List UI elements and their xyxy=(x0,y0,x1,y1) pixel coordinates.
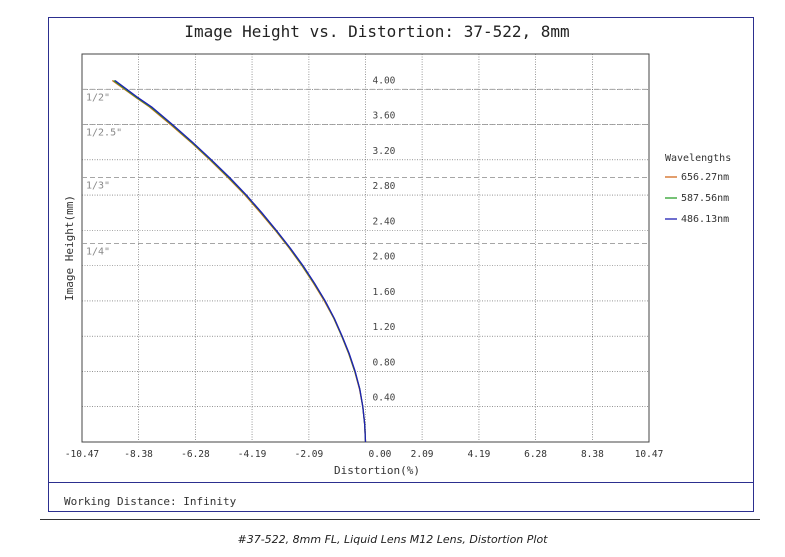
grid xyxy=(82,54,649,442)
y-tick-label: 2.40 xyxy=(373,216,396,227)
x-tick-label: -2.09 xyxy=(295,449,324,460)
legend-entry-label: 656.27nm xyxy=(681,172,729,183)
x-tick-label: -10.47 xyxy=(65,449,99,460)
figure-caption: #37-522, 8mm FL, Liquid Lens M12 Lens, D… xyxy=(237,533,548,546)
y-axis-title: Image Height(mm) xyxy=(63,195,76,301)
sensor-format-label: 1/4" xyxy=(86,247,110,258)
y-tick-label: 3.20 xyxy=(373,146,396,157)
sensor-format-label: 1/3" xyxy=(86,180,110,191)
x-tick-label: -4.19 xyxy=(238,449,267,460)
sensor-format-label: 1/2.5" xyxy=(86,128,122,139)
x-axis-title: Distortion(%) xyxy=(334,464,420,477)
y-tick-labels: 0.40 0.80 1.20 1.60 2.00 2.40 2.80 3.20 3.60 4.00 xyxy=(373,75,396,403)
legend-title: Wavelengths xyxy=(665,153,731,164)
series-line xyxy=(111,79,367,443)
y-tick-label: 2.00 xyxy=(373,252,396,263)
series-line xyxy=(113,79,367,443)
sensor-format-label: 1/2" xyxy=(86,92,110,103)
y-tick-label: 0.80 xyxy=(373,357,396,368)
y-tick-label: 0.40 xyxy=(373,393,396,404)
y-tick-label: 2.80 xyxy=(373,181,396,192)
x-tick-label: 2.09 xyxy=(411,449,434,460)
footer-divider xyxy=(48,482,754,483)
series-line xyxy=(114,79,367,443)
x-tick-label: -6.28 xyxy=(181,449,210,460)
y-tick-label: 4.00 xyxy=(373,75,396,86)
legend-entry-label: 587.56nm xyxy=(681,193,729,204)
x-tick-label: -8.38 xyxy=(124,449,153,460)
x-tick-label: 0.00 xyxy=(369,449,392,460)
legend: Wavelengths 656.27nm 587.56nm 486.13nm xyxy=(665,153,731,225)
legend-entry-label: 486.13nm xyxy=(681,214,729,225)
y-tick-label: 3.60 xyxy=(373,111,396,122)
x-tick-label: 6.28 xyxy=(524,449,547,460)
y-tick-label: 1.20 xyxy=(373,322,396,333)
sensor-format-markers: 1/2" 1/2.5" 1/3" 1/4" xyxy=(82,88,649,258)
working-distance-label: Working Distance: Infinity xyxy=(64,495,237,508)
y-tick-label: 1.60 xyxy=(373,287,396,298)
x-tick-labels: -10.47 -8.38 -6.28 -4.19 -2.09 0.00 2.09 4.19 6.… xyxy=(65,449,663,460)
plot-frame xyxy=(48,17,754,512)
x-tick-label: 8.38 xyxy=(581,449,604,460)
caption-rule xyxy=(40,519,760,520)
chart-title: Image Height vs. Distortion: 37-522, 8mm xyxy=(184,22,569,41)
x-tick-label: 4.19 xyxy=(468,449,491,460)
series-lines xyxy=(111,79,367,443)
x-tick-label: 10.47 xyxy=(635,449,664,460)
